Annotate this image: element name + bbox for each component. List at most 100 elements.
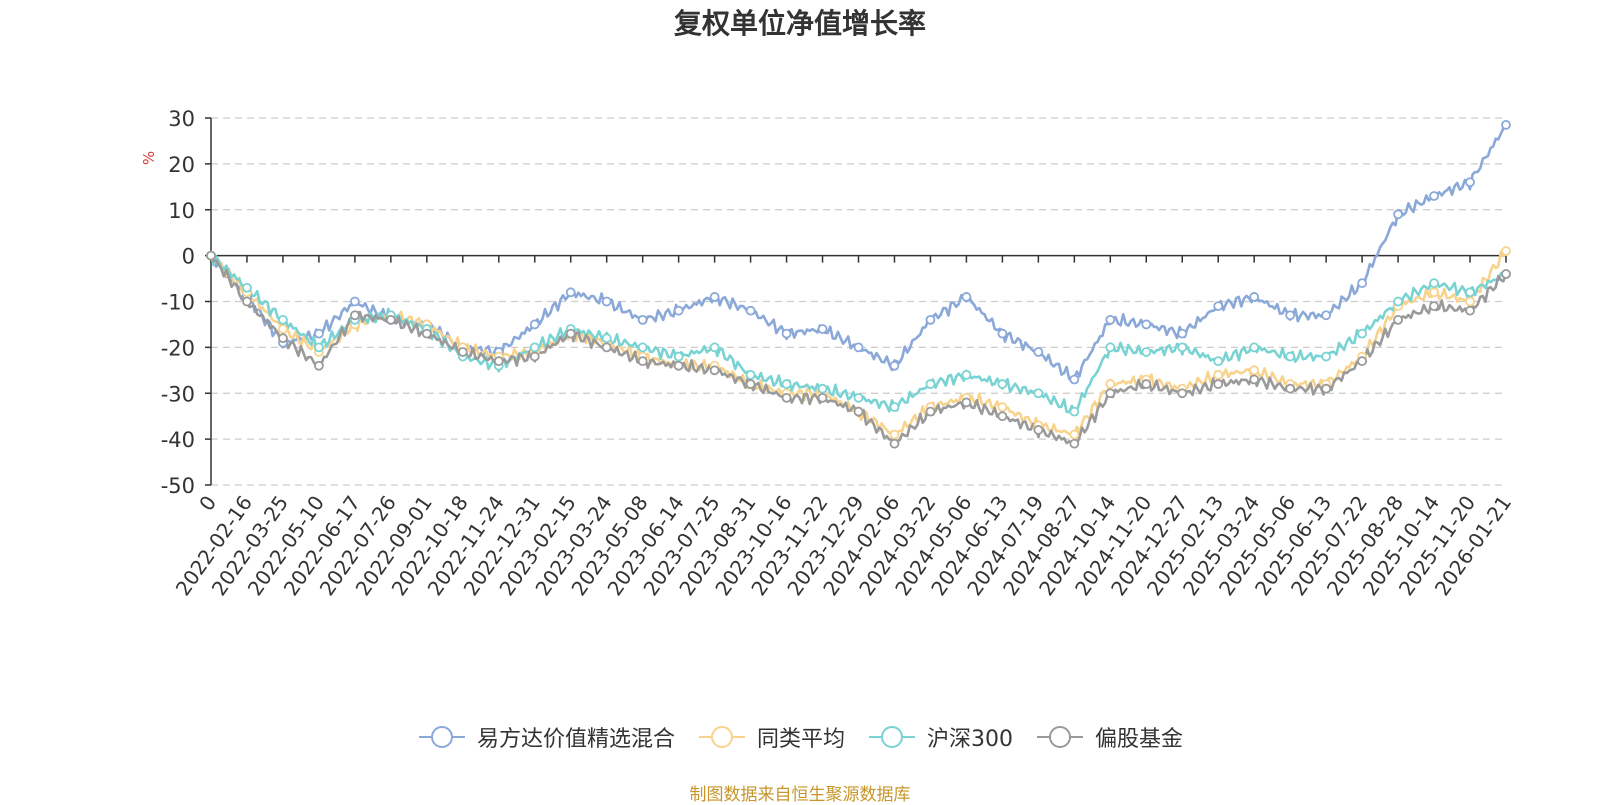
series-1-point: [817, 324, 828, 334]
series-3-point: [817, 383, 828, 394]
chart-title: 复权单位净值增长率: [673, 7, 926, 40]
series-3-point: [1357, 328, 1368, 339]
series-3-point: [709, 342, 720, 353]
series-4-point: [565, 328, 576, 339]
y-tick-label: -10: [161, 291, 195, 315]
series-3-point: [637, 342, 648, 353]
source-note: 制图数据来自恒生聚源数据库: [689, 785, 911, 805]
series-1-point: [1321, 310, 1332, 321]
series-4-point: [925, 406, 936, 417]
series-1-point: [997, 328, 1008, 339]
series-1-point: [853, 342, 864, 353]
y-tick-label: -40: [161, 428, 195, 452]
series-3-point: [242, 282, 252, 293]
legend-item-1[interactable]: 易方达价值精选混合: [417, 721, 675, 753]
series-4-point: [314, 360, 324, 371]
legend-item-3[interactable]: 沪深300: [867, 721, 1013, 753]
series-2-point: [1069, 429, 1080, 440]
y-axis-unit-label: %: [140, 151, 158, 165]
series-1-point: [1177, 328, 1188, 339]
series-1-point: [637, 314, 648, 325]
series-3-point: [1285, 351, 1296, 362]
y-tick-label: -30: [161, 382, 195, 406]
legend-swatch-icon: [418, 726, 465, 748]
series-1-point: [1213, 301, 1224, 311]
series-3-point: [1465, 287, 1475, 298]
y-tick-label: 20: [168, 153, 195, 177]
series-3-point: [745, 369, 756, 380]
series-1-point: [673, 305, 684, 316]
legend-item-4[interactable]: 偏股基金: [1035, 721, 1183, 753]
series-1-point: [1069, 374, 1080, 385]
series-4-point: [1393, 314, 1403, 325]
y-tick-label: 30: [168, 107, 195, 131]
series-markers: [206, 119, 1511, 449]
series-3-point: [314, 342, 324, 353]
series-1-point: [1141, 319, 1152, 330]
series-1-point: [1357, 278, 1368, 289]
legend-item-2[interactable]: 同类平均: [697, 721, 845, 753]
series-1-point: [925, 314, 936, 325]
series-4-point: [709, 365, 720, 376]
series-1-point: [781, 328, 792, 339]
series-3-point: [1105, 342, 1116, 353]
series-4-point: [961, 397, 972, 408]
series-1-point: [1249, 292, 1260, 302]
series-1-point: [889, 360, 900, 371]
x-tick-label: 0: [194, 491, 221, 515]
series-1-point: [1465, 177, 1475, 188]
series-4-point: [673, 360, 684, 371]
series-3-point: [997, 379, 1008, 389]
series-3-point: [889, 402, 900, 412]
series-1-point: [745, 305, 756, 316]
series-3-point: [278, 314, 288, 325]
series-2-point: [1213, 369, 1224, 380]
axes: [205, 117, 1507, 486]
series-3-point: [1393, 296, 1403, 307]
series-4-point: [206, 250, 216, 261]
series-3-point: [601, 333, 612, 344]
series-4-point: [457, 347, 468, 357]
grid-lines: [211, 117, 1506, 486]
series-3-point: [853, 392, 864, 403]
series-4-point: [1105, 388, 1116, 399]
series-4-point: [1141, 379, 1152, 389]
series-4-point: [1069, 438, 1080, 449]
series-4-point: [817, 392, 828, 403]
series-4-point: [889, 438, 900, 449]
series-4-point: [1249, 374, 1260, 385]
series-4-point: [1429, 301, 1439, 311]
series-4-point: [1465, 305, 1475, 316]
series-3-point: [1213, 356, 1224, 367]
y-tick-label: -50: [161, 474, 195, 498]
series-3-point: [673, 351, 684, 362]
legend-swatch-icon: [698, 726, 745, 748]
series-4-point: [853, 406, 864, 417]
series-4-point: [1285, 383, 1296, 394]
series-1-point: [1393, 209, 1403, 220]
series-2-point: [278, 324, 288, 334]
series-4-point: [1357, 356, 1368, 367]
legend-swatch-icon: [1037, 726, 1083, 748]
series-1-point: [1105, 314, 1116, 325]
series-2-point: [1429, 287, 1439, 298]
series-4-point: [1033, 425, 1044, 435]
series-1-point: [961, 292, 972, 302]
series-4-point: [601, 342, 612, 353]
series-1-point: [601, 296, 612, 307]
series-3-point: [1177, 342, 1188, 353]
series-line-1: [210, 124, 1508, 382]
series-1-point: [314, 328, 324, 339]
series-4-point: [493, 356, 504, 367]
series-4-point: [1501, 269, 1511, 279]
series-2-point: [997, 402, 1008, 412]
series-4-point: [997, 411, 1008, 422]
series-3-point: [1069, 406, 1080, 417]
legend-label: 同类平均: [756, 727, 845, 752]
legend-swatch-icon: [869, 726, 915, 748]
legend: 易方达价值精选混合 同类平均 沪深300 偏股基金: [0, 722, 1600, 752]
legend-label: 易方达价值精选混合: [476, 727, 675, 752]
series-2-point: [1105, 379, 1116, 389]
series-2-point: [1465, 296, 1475, 307]
